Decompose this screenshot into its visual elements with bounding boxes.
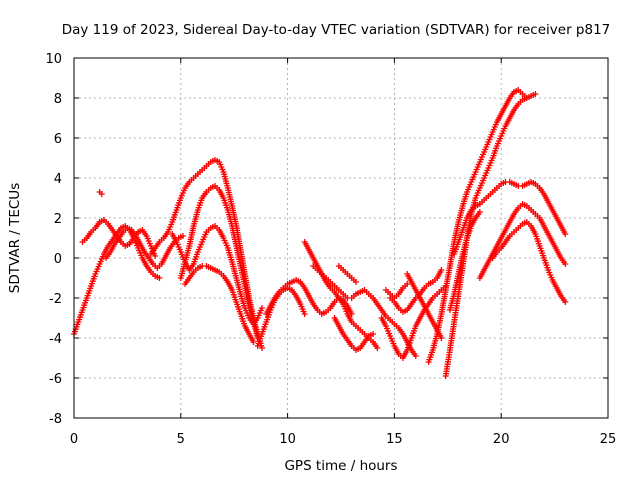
data-point-marker	[179, 233, 186, 239]
data-point-marker	[370, 331, 377, 337]
x-tick-label: 25	[600, 432, 617, 447]
chart-title: Day 119 of 2023, Sidereal Day-to-day VTE…	[62, 22, 611, 38]
chart-axes: 0 5 10 15 20 25 -8 -6 -4 -2 0 2 4 6 8 10	[45, 52, 616, 447]
data-point-marker	[404, 281, 411, 287]
y-tick-label: -4	[49, 332, 62, 347]
data-point-marker	[562, 231, 569, 237]
data-point-marker	[98, 191, 105, 197]
series-track-24	[335, 263, 359, 285]
data-point-marker	[301, 311, 308, 317]
series-track-14	[387, 267, 445, 315]
y-tick-label: 10	[45, 52, 62, 67]
series-track-23	[382, 281, 411, 301]
series-track-10	[301, 239, 381, 351]
y-axis-label: SDTVAR / TECUs	[7, 183, 23, 293]
series-track-18	[451, 179, 569, 257]
data-point-marker	[438, 267, 445, 273]
y-tick-label: 2	[54, 212, 62, 227]
series-track-12	[331, 315, 377, 353]
data-point-marker	[258, 305, 265, 311]
y-tick-label: 4	[54, 172, 62, 187]
x-tick-label: 15	[386, 432, 403, 447]
x-tick-label: 10	[279, 432, 296, 447]
data-point-marker	[352, 279, 359, 285]
series-track-7	[182, 263, 257, 345]
series-track-19	[476, 201, 569, 281]
x-tick-label: 20	[493, 432, 510, 447]
series-track-16	[425, 87, 530, 365]
y-tick-label: 8	[54, 92, 62, 107]
x-tick-label: 5	[177, 432, 185, 447]
chart-data-marks	[71, 87, 569, 379]
series-track-22	[96, 189, 105, 197]
series-track-21	[446, 209, 483, 313]
data-point-marker	[250, 339, 257, 345]
data-point-marker	[438, 335, 445, 341]
x-axis-label: GPS time / hours	[284, 458, 397, 474]
chart-grid	[74, 58, 608, 418]
y-tick-label: 0	[54, 252, 62, 267]
series-track-6	[169, 223, 265, 327]
y-tick-label: -6	[49, 372, 62, 387]
series-track-15	[404, 271, 445, 341]
plot-frame	[73, 57, 609, 419]
y-tick-label: -2	[49, 292, 62, 307]
data-point-marker	[258, 345, 265, 351]
series-track-20	[489, 219, 569, 305]
series-track-4	[147, 157, 265, 351]
series-track-9	[254, 285, 308, 349]
data-point-marker	[562, 261, 569, 267]
data-point-marker	[476, 209, 483, 215]
x-tick-label: 0	[70, 432, 78, 447]
series-track-5	[177, 183, 261, 341]
data-point-marker	[412, 353, 419, 359]
series-track-8	[263, 277, 355, 317]
data-point-marker	[532, 91, 539, 97]
y-tick-label: -8	[49, 412, 62, 427]
data-point-marker	[152, 253, 159, 259]
data-point-marker	[374, 345, 381, 351]
data-point-marker	[562, 299, 569, 305]
series-track-13	[378, 283, 449, 361]
y-tick-label: 6	[54, 132, 62, 147]
data-point-marker	[156, 275, 163, 281]
